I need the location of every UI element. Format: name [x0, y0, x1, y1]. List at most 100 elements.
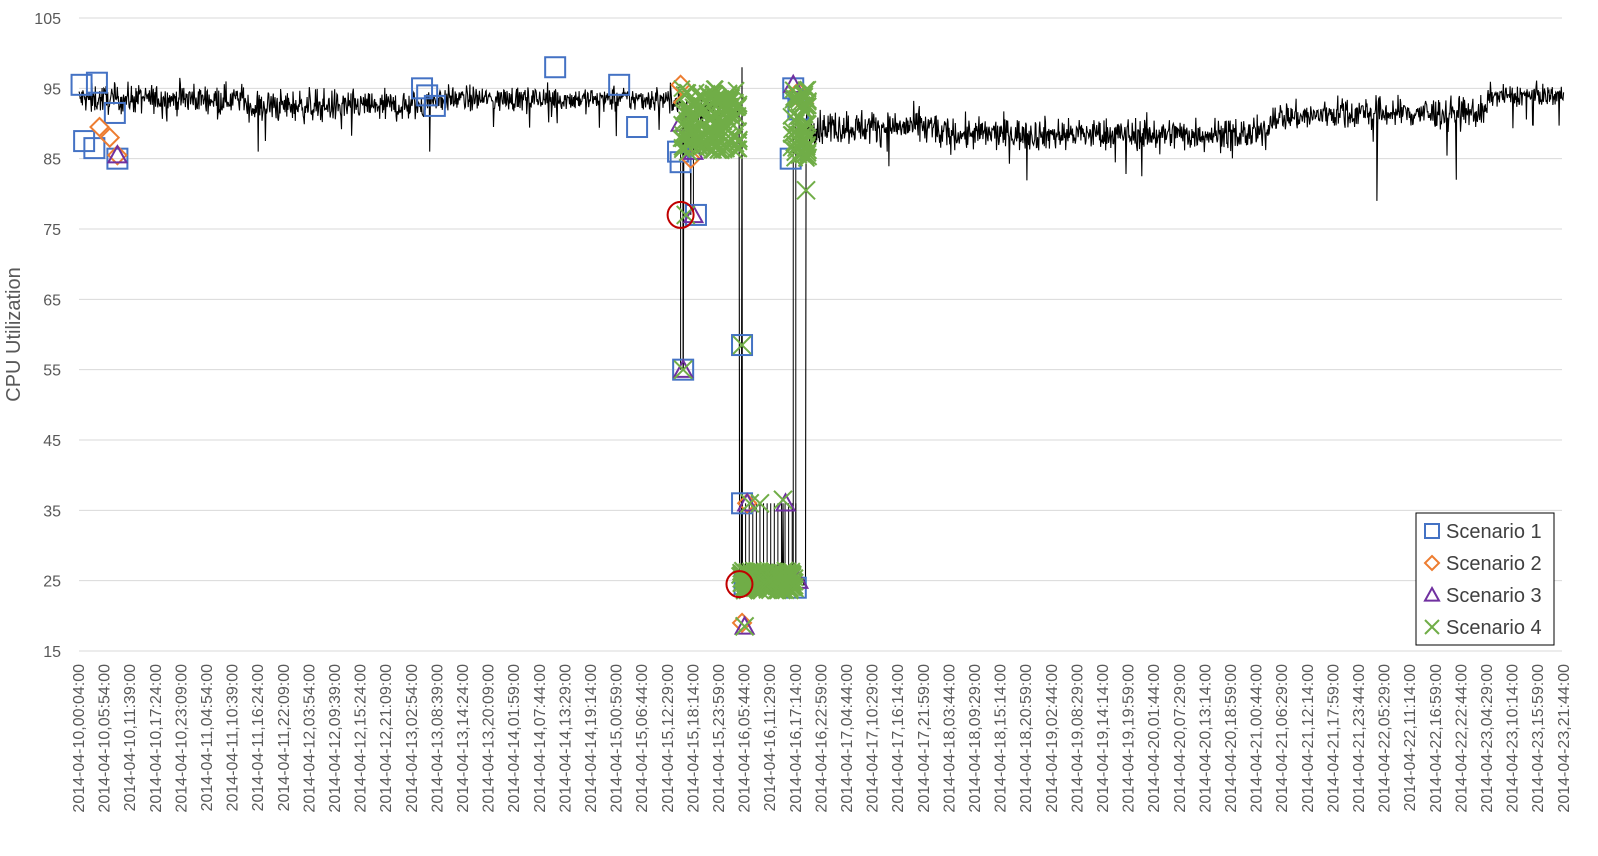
- x-tick-label: 2014-04-12,21:09:00: [378, 664, 395, 813]
- data-point: [711, 113, 732, 134]
- x-tick-label: 2014-04-12,09:39:00: [327, 664, 344, 813]
- legend-label: Scenario 4: [1446, 617, 1542, 639]
- x-tick-label: 2014-04-11,04:54:00: [199, 664, 216, 811]
- y-tick-label: 35: [43, 503, 61, 520]
- x-tick-label: 2014-04-15,00:59:00: [609, 664, 626, 813]
- data-point: [725, 141, 743, 160]
- data-point: [672, 358, 694, 378]
- x-tick-label: 2014-04-16,05:44:00: [737, 664, 754, 813]
- x-tick-label: 2014-04-20,07:29:00: [1172, 664, 1189, 813]
- x-tick-label: 2014-04-16,11:29:00: [762, 664, 779, 811]
- legend-label: Scenario 1: [1446, 521, 1542, 543]
- x-tick-label: 2014-04-20,13:14:00: [1197, 664, 1214, 813]
- data-point: [781, 564, 800, 583]
- x-tick-label: 2014-04-15,06:44:00: [634, 664, 651, 813]
- x-tick-label: 2014-04-14,07:44:00: [532, 664, 549, 813]
- series-2: [89, 74, 814, 634]
- y-tick-label: 75: [43, 222, 61, 239]
- data-point: [83, 137, 106, 160]
- grid-lines: [79, 17, 1562, 652]
- x-tick-label: 2014-04-18,15:14:00: [993, 664, 1010, 813]
- x-tick-label: 2014-04-13,02:54:00: [404, 664, 421, 813]
- scenario-markers: [70, 56, 818, 637]
- series-4: [672, 79, 818, 637]
- data-point: [626, 116, 649, 139]
- x-tick-label: 2014-04-18,09:29:00: [967, 664, 984, 813]
- x-tick-label: 2014-04-14,19:14:00: [583, 664, 600, 813]
- data-point: [608, 73, 631, 96]
- data-point: [106, 144, 129, 164]
- data-point: [103, 101, 126, 124]
- x-tick-label: 2014-04-10,23:09:00: [173, 664, 190, 813]
- anomaly-circles: [666, 200, 754, 599]
- x-tick-label: 2014-04-12,15:24:00: [353, 664, 370, 813]
- y-tick-label: 25: [43, 574, 61, 591]
- data-point: [673, 140, 691, 159]
- data-point: [709, 141, 727, 160]
- x-tick-label: 2014-04-20,01:44:00: [1146, 664, 1163, 813]
- x-tick-label: 2014-04-11,16:24:00: [250, 664, 267, 811]
- data-point: [675, 85, 693, 104]
- data-point: [773, 490, 793, 510]
- data-point: [773, 579, 792, 597]
- x-tick-label: 2014-04-11,22:09:00: [276, 664, 293, 811]
- data-point: [724, 109, 742, 127]
- x-tick-label: 2014-04-23,21:44:00: [1556, 664, 1573, 813]
- x-tick-label: 2014-04-15,18:14:00: [685, 664, 702, 813]
- data-point: [106, 147, 129, 170]
- data-point: [740, 493, 760, 514]
- data-point: [755, 574, 774, 592]
- x-tick-label: 2014-04-10,17:24:00: [148, 664, 165, 813]
- legend-marker: [1424, 523, 1440, 539]
- y-tick-label: 95: [43, 81, 61, 98]
- y-axis-label: CPU Utilization: [3, 267, 25, 401]
- data-point: [750, 493, 770, 514]
- data-point: [720, 85, 738, 104]
- series-3: [106, 73, 810, 635]
- data-point: [85, 71, 108, 94]
- x-tick-label: 2014-04-13,08:39:00: [429, 664, 446, 813]
- legend-marker: [1424, 619, 1440, 635]
- x-tick-label: 2014-04-18,03:44:00: [941, 664, 958, 813]
- anomaly-circle: [725, 570, 754, 599]
- x-tick-label: 2014-04-15,12:29:00: [660, 664, 677, 813]
- x-tick-label: 2014-04-10,11:39:00: [122, 664, 139, 811]
- data-point: [719, 127, 737, 146]
- y-tick-label: 15: [43, 644, 61, 661]
- x-tick-label: 2014-04-19,19:59:00: [1121, 664, 1138, 813]
- x-tick-label: 2014-04-21,12:14:00: [1300, 664, 1317, 813]
- cpu-utilization-line: [78, 67, 1565, 587]
- legend-marker: [1423, 554, 1441, 572]
- x-tick-label: 2014-04-13,20:09:00: [481, 664, 498, 813]
- x-tick-label: 2014-04-10,05:54:00: [97, 664, 114, 813]
- data-point: [705, 91, 723, 109]
- x-tick-label: 2014-04-23,04:29:00: [1479, 664, 1496, 813]
- legend-marker: [1423, 585, 1441, 602]
- legend-label: Scenario 3: [1446, 585, 1542, 607]
- data-point: [678, 141, 698, 162]
- y-tick-label: 55: [43, 363, 61, 380]
- x-tick-label: 2014-04-22,22:44:00: [1453, 664, 1470, 813]
- data-point: [786, 141, 806, 162]
- x-tick-label: 2014-04-11,10:39:00: [225, 664, 242, 811]
- x-tick-label: 2014-04-17,21:59:00: [916, 664, 933, 813]
- data-point: [544, 56, 567, 79]
- drop-lines: [680, 109, 797, 588]
- x-tick-label: 2014-04-19,08:29:00: [1069, 664, 1086, 813]
- x-tick-label: 2014-04-17,16:14:00: [890, 664, 907, 813]
- x-tick-label: 2014-04-22,16:59:00: [1428, 664, 1445, 813]
- data-point: [106, 144, 128, 166]
- y-tick-label: 105: [34, 11, 61, 28]
- x-tick-label: 2014-04-17,04:44:00: [839, 664, 856, 813]
- x-tick-label: 2014-04-14,01:59:00: [506, 664, 523, 813]
- data-point: [423, 94, 446, 117]
- data-point: [760, 570, 780, 591]
- data-point: [411, 77, 434, 100]
- data-point: [673, 359, 693, 380]
- data-point: [733, 615, 756, 635]
- x-tick-label: 2014-04-19,14:14:00: [1095, 664, 1112, 813]
- data-point: [727, 106, 747, 127]
- data-point: [730, 133, 748, 151]
- x-tick-label: 2014-04-23,15:59:00: [1530, 664, 1547, 813]
- y-axis-ticks: 15 25 35 45 55 65 75 85 95 105: [34, 11, 61, 661]
